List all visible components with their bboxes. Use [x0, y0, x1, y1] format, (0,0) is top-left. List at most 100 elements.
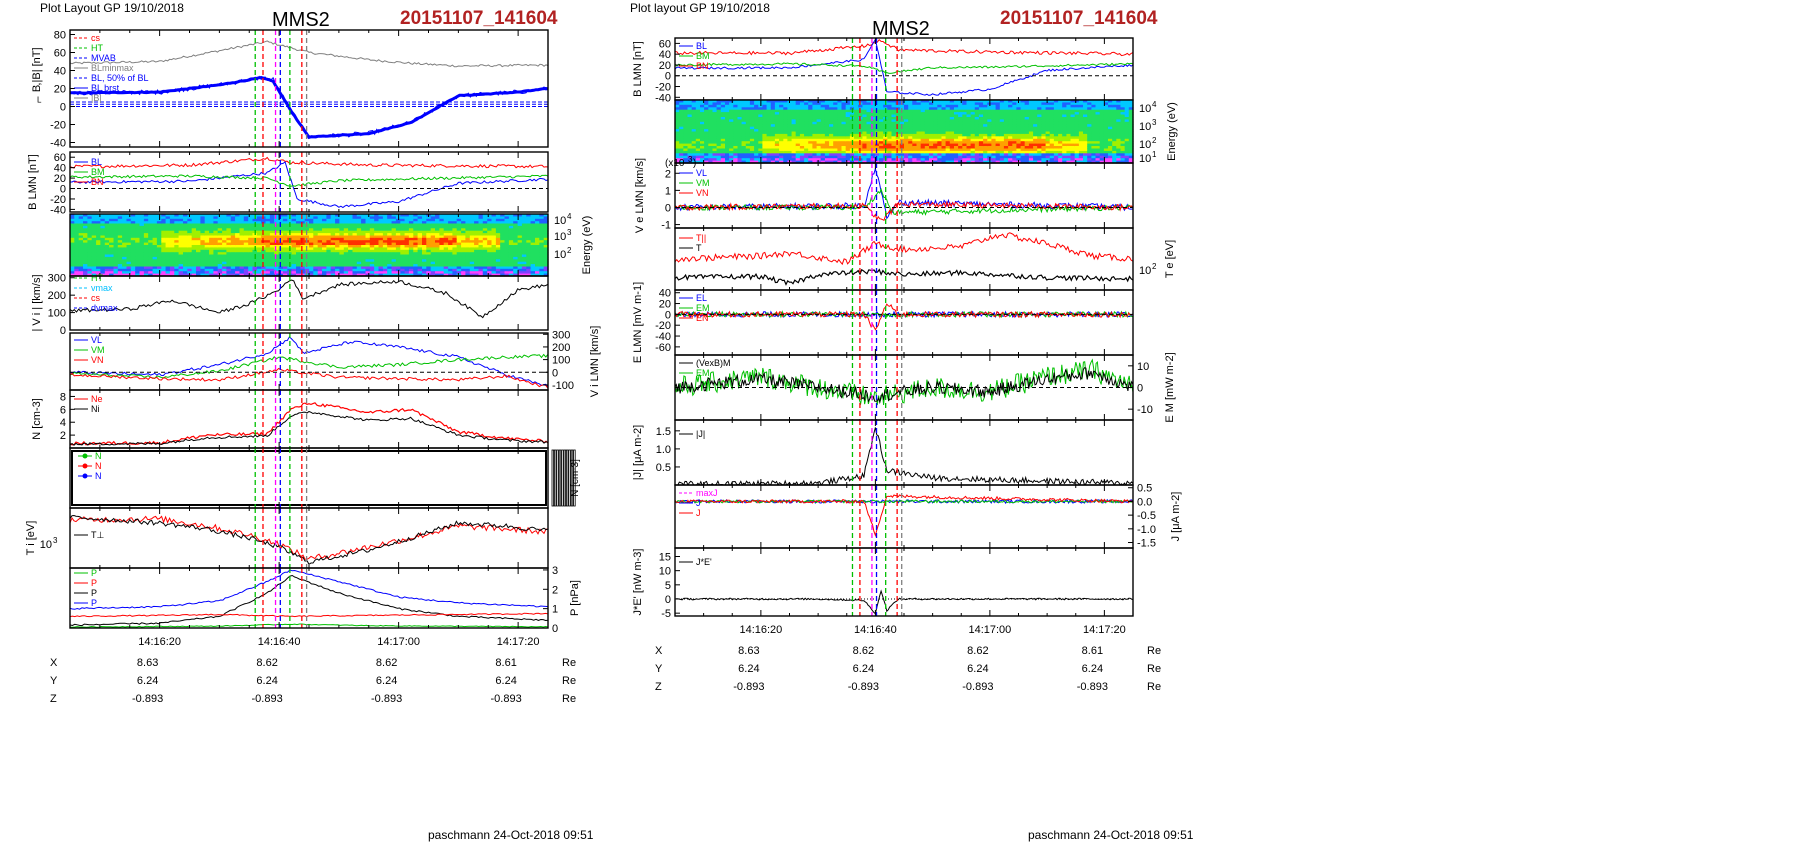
left-panel-8-legend-label: P: [91, 598, 97, 608]
left-panel-3-legend-label: cs: [91, 293, 101, 303]
left-panel-0-ytick-label: 40: [54, 66, 66, 78]
right-panel-0-legend-label: BM: [696, 51, 710, 61]
left-ephem-unit: Re: [562, 675, 576, 687]
left-ephem-value: -0.893: [491, 693, 522, 705]
left-panel-3-ytick-label: 100: [48, 308, 66, 320]
left-ephem-name: Z: [50, 693, 57, 705]
left-panel-6-legend-label: N: [95, 461, 102, 471]
left-panel-3-series-Vi: [70, 280, 548, 318]
left-panel-6-overflow-tick: [554, 450, 556, 506]
left-ephem-value: 6.24: [376, 675, 397, 687]
right-panel-1-spectrogram: [675, 100, 1134, 164]
left-panel-8-series-P2: [70, 576, 548, 626]
left-ephem-value: 6.24: [256, 675, 277, 687]
left-panel-7-series-Tperp: [70, 516, 548, 565]
left-panel-3-frame: [70, 276, 548, 330]
left-panel-8-frame: [70, 568, 548, 628]
left-panel-0-series-BL-brst: [70, 77, 548, 138]
left-panel-3-legend-label: vmax: [91, 283, 113, 293]
left-ephem-value: 8.62: [376, 657, 397, 669]
left-panel-5-legend-label: Ne: [91, 394, 103, 404]
left-panel-2-ytick-label-exp: 2: [567, 246, 572, 255]
left-ephem-value: 8.63: [137, 657, 158, 669]
left-xtick-label: 14:17:20: [497, 636, 540, 648]
left-panel-8-series-P1: [70, 570, 548, 609]
left-panel-2-ylabel: Energy (eV): [581, 216, 593, 275]
left-panel-6-overflow-tick: [559, 450, 561, 506]
left-ephem-value: -0.893: [371, 693, 402, 705]
left-panel-3-ytick-label: 0: [60, 325, 66, 337]
left-panel-8-ytick-label: 1: [552, 604, 558, 616]
left-ephem-value: 6.24: [495, 675, 516, 687]
left-panel-7-frame: [70, 508, 548, 568]
left-panel-4-ytick-label: 100: [552, 355, 570, 367]
left-panel-1-series-BN: [70, 175, 548, 186]
left-panel-3-ytick-label: 200: [48, 290, 66, 302]
left-ephem-value: 8.62: [256, 657, 277, 669]
right-panel-0-ylabel: B LMN [nT]: [632, 41, 644, 97]
left-panel-0-series-absB: [70, 41, 548, 67]
left-panel-0-legend-label: cs: [91, 33, 101, 43]
left-ephem-unit: Re: [562, 693, 576, 705]
left-panel-6-inner-frame: [72, 451, 546, 505]
left-panel-0-ytick-label: -40: [50, 138, 66, 150]
left-panel-6-legend-marker: [83, 474, 88, 479]
left-panel-8-ytick-label: 3: [552, 565, 558, 577]
left-panel-6-overflow-tick: [566, 450, 568, 506]
left-xtick-label: 14:17:00: [377, 636, 420, 648]
left-panel-4-series-VN: [70, 369, 548, 389]
left-panel-6-overflow-tick: [564, 450, 566, 506]
left-panel-5-frame: [70, 390, 548, 448]
left-panel-1-series-BM: [70, 162, 548, 208]
left-ephem-unit: Re: [562, 657, 576, 669]
left-panel-0-legend-label: |B|: [91, 93, 102, 103]
right-panel-0-legend-label: BL: [696, 41, 707, 51]
left-panel-6-overflow-tick: [562, 450, 564, 506]
left-panel-0-series-BL: [70, 78, 548, 138]
left-panel-8-legend-label: P: [91, 578, 97, 588]
left-panel-5-ylabel: N [cm-3]: [31, 398, 43, 440]
left-panel-2-ytick-label: 10: [554, 215, 566, 227]
left-panel-4-series-VM: [70, 354, 548, 378]
left-ephem-name: X: [50, 657, 58, 669]
left-panel-2-ytick-label: 10: [554, 231, 566, 243]
left-panel-6-ylabel: N [cm-3]: [570, 459, 581, 497]
left-panel-1-series-BL: [70, 158, 548, 169]
left-panel-2-ytick-label: 10: [554, 249, 566, 261]
left-ephem-name: Y: [50, 675, 58, 687]
right-panel-0-ytick-label: -40: [655, 92, 671, 104]
left-ephem-value: 6.24: [137, 675, 158, 687]
left-panel-4-ylabel: V i LMN [km/s]: [589, 326, 601, 398]
left-panel-8-legend-label: P: [91, 568, 97, 578]
left-panel-6-legend-label: N: [95, 471, 102, 481]
left-panel-5-series-Ne: [70, 403, 548, 445]
left-panel-0-ylabel: ,|B| [nT]: [31, 47, 43, 85]
left-panel-3-legend-label: dvmax: [91, 303, 118, 313]
left-panel-0-legend-label: BL brst: [91, 83, 120, 93]
left-panel-4-ytick-label: 300: [552, 329, 570, 341]
left-panel-4-series-VL: [70, 337, 548, 387]
left-panel-4-legend-label: VN: [91, 355, 104, 365]
left-panel-6-legend-label: N: [95, 451, 102, 461]
left-panel-2-spectrogram: [70, 214, 549, 277]
left-panel-0-ylabel-sub: L: [37, 96, 42, 105]
left-panel-0-legend-label: BL, 50% of BL: [91, 73, 149, 83]
left-panel-0-frame: [70, 30, 548, 147]
left-panel-0-ytick-label: 20: [54, 84, 66, 96]
left-panel-4-legend-label: VL: [91, 335, 102, 345]
left-ephem-value: -0.893: [252, 693, 283, 705]
left-panel-4-ytick-label: 0: [552, 367, 558, 379]
right-panel-0-series-BL: [675, 40, 1133, 56]
left-panel-3-legend-label: HT: [91, 273, 103, 283]
left-panel-4-ytick-label: 200: [552, 342, 570, 354]
left-panel-1-legend-label: BM: [91, 167, 105, 177]
left-panel-0-legend-label: BLminmax: [91, 63, 134, 73]
left-panel-1-ylabel: B LMN [nT]: [27, 154, 39, 210]
left-ephem-value: 8.61: [495, 657, 516, 669]
left-panel-4-frame: [70, 333, 548, 390]
left-panel-2-ytick-label-exp: 4: [567, 212, 572, 221]
left-xtick-label: 14:16:20: [138, 636, 181, 648]
left-panel-3-ylabel: | V i | [km/s]: [31, 274, 43, 331]
left-panel-1-ytick-label: -40: [50, 204, 66, 216]
